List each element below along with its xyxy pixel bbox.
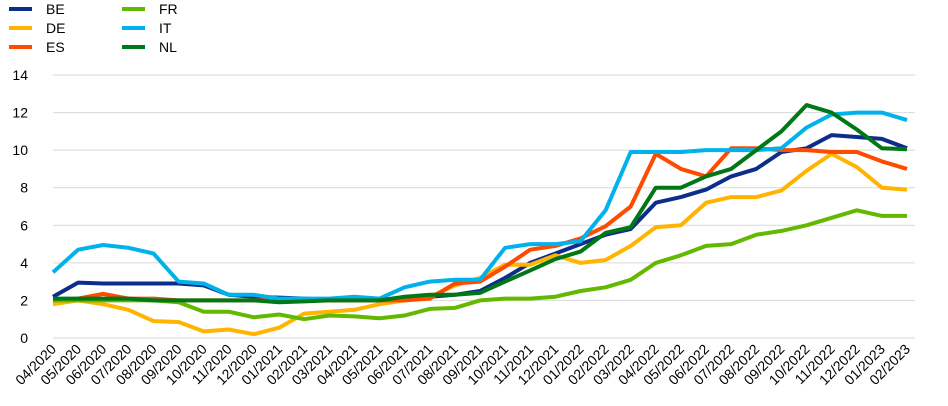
series-line-it (51, 110, 908, 301)
legend-label-it: IT (159, 20, 172, 36)
series-line-be (52, 133, 908, 303)
series-line-de (52, 151, 908, 337)
y-tick-label: 0 (20, 330, 28, 346)
y-tick-label: 2 (20, 292, 28, 308)
y-tick-label: 10 (12, 142, 28, 158)
legend-label-nl: NL (159, 39, 177, 55)
series-lines (51, 103, 908, 337)
series-line-nl (53, 103, 908, 305)
y-axis: 0 2 4 6 8 10 12 14 (12, 67, 28, 346)
y-tick-label: 6 (20, 217, 28, 233)
legend: BE DE ES FR IT NL (9, 1, 178, 55)
y-tick-label: 8 (20, 180, 28, 196)
y-tick-label: 14 (12, 67, 28, 83)
legend-label-es: ES (46, 39, 65, 55)
legend-label-be: BE (46, 1, 65, 17)
legend-label-de: DE (46, 20, 65, 36)
y-tick-label: 12 (12, 105, 28, 121)
y-tick-label: 4 (20, 255, 28, 271)
x-axis: 04/202005/202006/202007/202008/202009/20… (12, 341, 913, 388)
legend-label-fr: FR (159, 1, 178, 17)
series-line-fr (53, 208, 907, 322)
